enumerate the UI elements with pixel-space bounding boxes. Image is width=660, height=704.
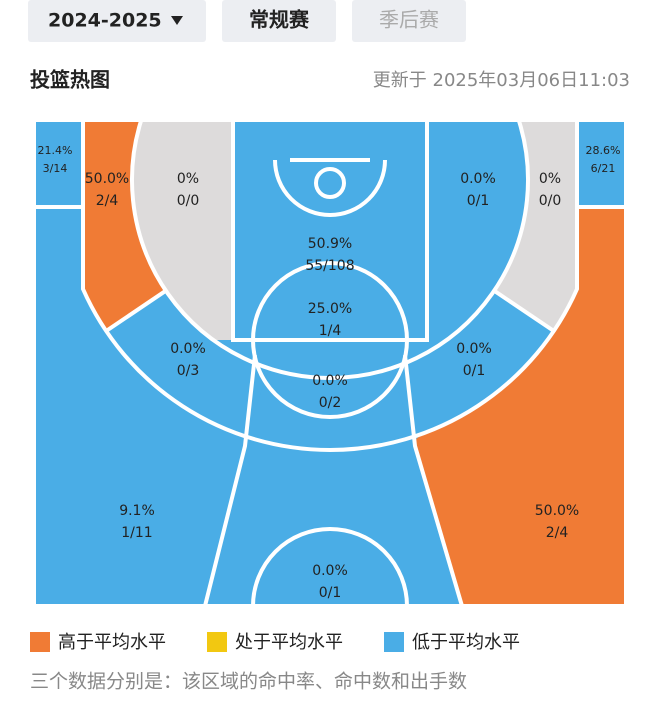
zone-shots: 0/0	[539, 193, 562, 209]
zone	[577, 122, 626, 207]
zone-pct: 0.0%	[460, 171, 496, 187]
legend-swatch	[207, 632, 227, 652]
zone	[34, 122, 83, 207]
zone-shots: 2/4	[546, 525, 569, 541]
section-title: 投篮热图	[30, 68, 110, 92]
zone-shots: 0/1	[319, 585, 342, 601]
playoffs-text: 季后赛	[379, 8, 439, 32]
zone-pct: 50.0%	[85, 171, 129, 187]
note: 三个数据分别是：该区域的命中率、命中数和出手数	[30, 671, 467, 693]
zone-shots: 3/14	[43, 162, 68, 175]
zone-shots: 0/1	[467, 193, 490, 209]
free-throw-circle	[251, 261, 409, 419]
regular-tab[interactable]	[222, 0, 336, 42]
hoop	[314, 167, 346, 199]
zone-pct: 0.0%	[312, 373, 348, 389]
zone-pct: 25.0%	[308, 301, 352, 317]
zone-pct: 0.0%	[170, 341, 206, 357]
legend-label: 低于平均水平	[412, 632, 520, 653]
zone-shots: 1/11	[121, 525, 152, 541]
legend-swatch	[384, 632, 404, 652]
zone-shots: 0/1	[463, 363, 486, 379]
legend-label: 处于平均水平	[235, 632, 343, 653]
zone	[250, 292, 410, 340]
dropdown-icon	[171, 16, 183, 25]
regular-text: 常规赛	[249, 8, 310, 32]
mid-line	[130, 122, 530, 380]
zone-pct: 50.9%	[308, 236, 352, 252]
update-time: 更新于 2025年03月06日11:03	[373, 70, 630, 91]
zone	[132, 122, 233, 340]
zone	[427, 122, 528, 340]
restricted-arc	[273, 159, 387, 217]
zone-line	[203, 354, 464, 607]
court-edge	[32, 122, 628, 608]
zone	[253, 529, 407, 606]
three-point-line	[81, 122, 579, 452]
zone-shots: 55/108	[305, 258, 354, 274]
legend-swatch	[30, 632, 50, 652]
zone-pct: 9.1%	[119, 503, 155, 519]
zone-line	[105, 289, 555, 333]
legend: 高于平均水平 处于平均水平 低于平均水平	[30, 632, 520, 653]
zone-pct: 50.0%	[535, 503, 579, 519]
zone-pct: 0.0%	[456, 341, 492, 357]
season-tab[interactable]	[28, 0, 206, 42]
zone-shots: 0/2	[319, 395, 342, 411]
legend-label: 高于平均水平	[58, 632, 166, 653]
zone-pct: 0.0%	[312, 563, 348, 579]
zone-labels: 21.4% 3/14 28.6% 6/21 50.0% 2/4 0% 0/0 50.9% 55/1…	[38, 144, 621, 601]
zone-pct: 0%	[539, 171, 561, 187]
zone	[415, 207, 626, 606]
zone-shots: 0/0	[177, 193, 200, 209]
zone-shots: 2/4	[96, 193, 119, 209]
zone-pct: 21.4%	[38, 144, 73, 157]
zone-pct: 28.6%	[586, 144, 621, 157]
lane	[231, 122, 429, 342]
zone-shots: 1/4	[319, 323, 342, 339]
court	[32, 122, 628, 608]
zone-shots: 6/21	[591, 162, 616, 175]
zone-pct: 0%	[177, 171, 199, 187]
playoffs-tab[interactable]	[352, 0, 466, 42]
center-circle	[251, 527, 409, 606]
zone-shots: 0/3	[177, 363, 200, 379]
season-text: 2024-2025	[48, 10, 162, 32]
